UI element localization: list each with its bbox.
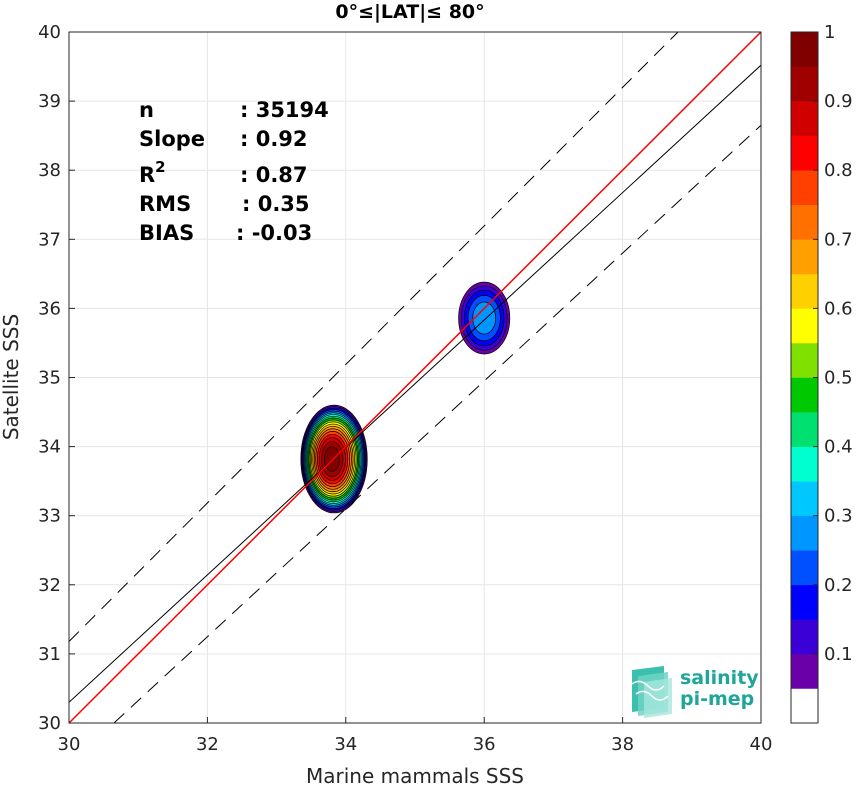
colorbar-tick-label: 0.3: [824, 506, 853, 527]
logo-line1: salinity: [680, 667, 759, 689]
density-contours: [300, 281, 511, 514]
stats-label: RMS: [139, 192, 191, 216]
x-tick-label: 30: [58, 734, 81, 755]
x-axis: 30 32 34 36 38 40: [58, 717, 773, 755]
fit-line: [69, 64, 761, 703]
colorbar-segment: [791, 135, 818, 171]
density-peak: [300, 404, 368, 514]
y-axis-title: Satellite SSS: [0, 314, 23, 440]
colorbar-segment: [791, 550, 818, 586]
x-tick-label: 32: [196, 734, 219, 755]
colorbar-tick-label: 1: [824, 22, 835, 43]
colorbar-segment: [791, 32, 818, 67]
lower-dashed-line: [113, 124, 761, 723]
colorbar: 0.1 0.2 0.3 0.4 0.5 0.6 0.7 0.8 0.9 1: [790, 22, 853, 724]
stats-value: : -0.03: [236, 221, 312, 245]
y-tick-label: 39: [38, 91, 61, 112]
grid: [69, 32, 761, 723]
chart-title: 0°≤|LAT|≤ 80°: [335, 1, 484, 23]
y-tick-label: 37: [38, 229, 61, 250]
colorbar-segment: [791, 273, 818, 309]
colorbar-segment: [791, 308, 818, 344]
plot-area: 30 32 34 36 38 40 30 31 32 33 34 35 36 37 38 39 40 n : 3…: [38, 22, 772, 755]
y-tick-label: 40: [38, 22, 61, 43]
colorbar-segment: [791, 170, 818, 206]
colorbar-tick-label: 0.6: [824, 298, 853, 319]
stats-label: Slope: [139, 127, 205, 151]
y-tick-label: 31: [38, 644, 61, 665]
y-axis: 30 31 32 33 34 35 36 37 38 39 40: [38, 22, 75, 734]
colorbar-segment: [791, 377, 818, 413]
y-tick-label: 33: [38, 506, 61, 527]
colorbar-segment: [791, 101, 818, 136]
logo-line2: pi-mep: [680, 688, 754, 710]
logo-waves-icon: [631, 666, 672, 718]
colorbar-tick-label: 0.8: [824, 160, 853, 181]
colorbar-tick-label: 0.4: [824, 437, 853, 458]
y-tick-label: 38: [38, 160, 61, 181]
reference-lines: [69, 32, 761, 723]
colorbar-segment: [791, 446, 818, 482]
stats-label: n: [139, 98, 154, 122]
y-tick-label: 30: [38, 713, 61, 734]
contour-level: [323, 446, 340, 472]
colorbar-segment: [791, 239, 818, 275]
y-tick-label: 35: [38, 368, 61, 389]
colorbar-segment: [791, 204, 818, 240]
colorbar-segment: [791, 481, 818, 516]
salinity-pi-mep-logo: salinity pi-mep: [631, 666, 759, 718]
colorbar-tick-label: 0.7: [824, 229, 853, 250]
stats-value: : 0.87: [240, 163, 308, 187]
x-axis-title: Marine mammals SSS: [306, 764, 524, 786]
x-tick-label: 34: [334, 734, 357, 755]
stats-value: : 0.35: [242, 192, 310, 216]
x-tick-label: 40: [750, 734, 773, 755]
contour-level: [472, 301, 497, 335]
y-tick-label: 36: [38, 298, 61, 319]
colorbar-tick-label: 0.1: [824, 644, 853, 665]
colorbar-segment: [791, 688, 818, 724]
colorbar-segment: [791, 66, 818, 102]
density-peak: [458, 281, 511, 355]
one-to-one-line: [69, 32, 761, 723]
x-tick-label: 38: [611, 734, 634, 755]
x-tick-label: 36: [473, 734, 496, 755]
colorbar-segment: [791, 619, 818, 655]
colorbar-tick-label: 0.2: [824, 575, 853, 596]
colorbar-tick-label: 0.9: [824, 91, 853, 112]
colorbar-segment: [791, 653, 818, 689]
colorbar-segment: [791, 412, 818, 447]
stats-value: : 0.92: [240, 127, 308, 151]
stats-value: : 35194: [240, 98, 329, 122]
colorbar-segment: [791, 342, 818, 378]
colorbar-tick-label: 0.5: [824, 368, 853, 389]
colorbar-segment: [791, 515, 818, 551]
y-tick-label: 32: [38, 575, 61, 596]
y-tick-label: 34: [38, 437, 61, 458]
stats-label: BIAS: [139, 221, 194, 245]
colorbar-segment: [791, 584, 818, 620]
upper-dashed-line: [69, 32, 679, 642]
